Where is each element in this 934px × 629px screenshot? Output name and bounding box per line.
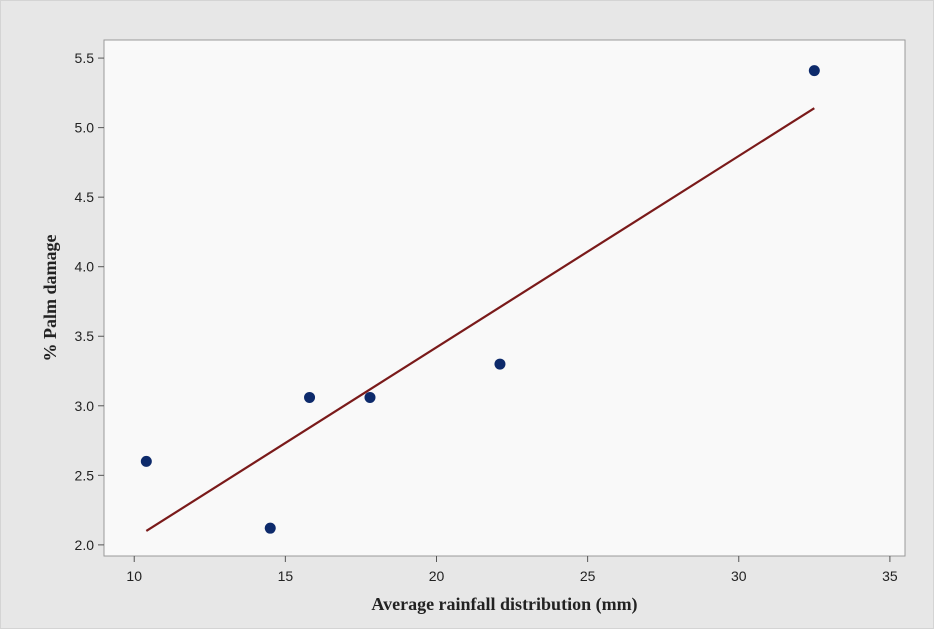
regression-line xyxy=(145,107,815,532)
x-tick-label: 25 xyxy=(580,568,596,584)
x-tick-label: 20 xyxy=(429,568,445,584)
y-axis: 2.0 2.5 3.0 3.5 4.0 4.5 5.0 5.5 xyxy=(75,50,104,553)
data-point xyxy=(494,358,506,370)
x-axis-title: Average rainfall distribution (mm) xyxy=(371,594,637,615)
x-axis: 10 15 20 25 30 35 xyxy=(126,556,898,584)
x-tick-label: 35 xyxy=(882,568,898,584)
y-tick-label: 3.0 xyxy=(75,398,95,414)
data-point xyxy=(808,65,820,77)
data-point xyxy=(140,455,152,467)
y-tick-label: 3.5 xyxy=(75,328,95,344)
y-tick-label: 5.0 xyxy=(75,120,95,136)
x-tick-label: 15 xyxy=(278,568,294,584)
x-tick-label: 30 xyxy=(731,568,747,584)
y-tick-label: 2.5 xyxy=(75,467,95,483)
data-point xyxy=(364,391,376,403)
plot-area xyxy=(103,39,906,557)
x-tick-label: 10 xyxy=(126,568,142,584)
y-axis-title: % Palm damage xyxy=(40,234,60,361)
y-tick-label: 4.0 xyxy=(75,259,95,275)
y-tick-label: 2.0 xyxy=(75,537,95,553)
data-point xyxy=(304,391,316,403)
y-tick-label: 5.5 xyxy=(75,50,95,66)
data-point xyxy=(264,522,276,534)
data-points xyxy=(140,65,820,534)
y-tick-label: 4.5 xyxy=(75,189,95,205)
